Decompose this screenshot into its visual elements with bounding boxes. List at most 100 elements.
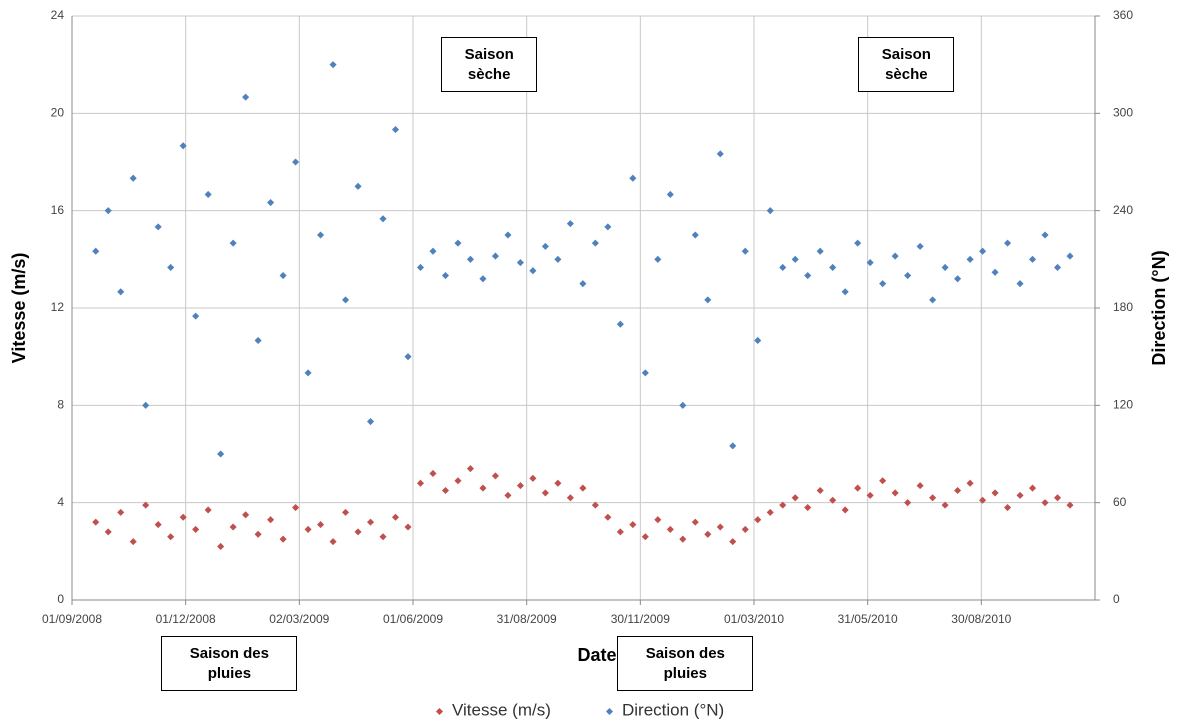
point: [292, 503, 300, 512]
point: [904, 272, 912, 280]
point: [267, 516, 275, 524]
point: [554, 255, 562, 263]
point: [566, 494, 574, 502]
point: [879, 280, 887, 288]
point: [716, 150, 724, 158]
point: [229, 523, 237, 531]
y2-tick-label: 120: [1113, 398, 1133, 412]
point: [92, 518, 100, 526]
point: [729, 442, 737, 450]
point: [691, 518, 699, 526]
point: [866, 259, 874, 267]
x-tick-label: 31/08/2009: [497, 612, 557, 626]
point: [1029, 484, 1037, 492]
point: [92, 247, 100, 255]
point: [754, 336, 762, 344]
point: [854, 239, 862, 247]
point: [242, 93, 250, 101]
point: [416, 263, 425, 271]
point: [1066, 252, 1074, 260]
point: [641, 369, 649, 377]
point: [891, 252, 899, 260]
point: [379, 215, 387, 223]
point: [829, 496, 837, 504]
point: [117, 508, 125, 516]
point: [167, 263, 175, 271]
point: [791, 494, 799, 502]
point: [916, 482, 924, 490]
y2-tick-label: 180: [1113, 300, 1133, 314]
point: [841, 288, 849, 296]
point: [729, 538, 737, 546]
point: [1053, 494, 1062, 502]
point: [229, 239, 237, 247]
legend-marker: [605, 707, 614, 716]
legend-marker: [435, 707, 444, 716]
point: [591, 501, 599, 509]
point: [441, 486, 450, 495]
point: [754, 516, 762, 524]
y-tick-label: 0: [57, 592, 64, 606]
point: [304, 369, 312, 377]
point: [192, 312, 200, 320]
point: [466, 255, 474, 263]
x-tick-label: 02/03/2009: [269, 612, 329, 626]
point: [104, 207, 112, 215]
legend-text: Vitesse (m/s): [452, 700, 551, 719]
point: [267, 199, 275, 207]
y-tick-label: 16: [51, 203, 65, 217]
point: [829, 263, 837, 271]
y-tick-label: 24: [51, 8, 65, 22]
point: [954, 486, 962, 495]
point: [491, 252, 499, 260]
point: [766, 207, 774, 215]
point: [366, 518, 375, 526]
point: [404, 353, 412, 361]
point: [954, 275, 962, 283]
annotation: Saison sèche: [441, 37, 538, 92]
point: [966, 255, 974, 263]
point: [904, 499, 912, 507]
point: [679, 401, 687, 409]
point: [804, 272, 812, 280]
point: [117, 288, 125, 296]
point: [991, 489, 999, 497]
point: [491, 472, 499, 480]
point: [804, 503, 812, 512]
point: [391, 513, 400, 521]
point: [1053, 263, 1062, 271]
point: [929, 494, 937, 502]
point: [966, 479, 974, 487]
point: [704, 296, 712, 304]
point: [854, 484, 862, 492]
point: [866, 491, 874, 499]
point: [529, 267, 537, 275]
point: [516, 482, 524, 490]
point: [466, 465, 474, 473]
point: [979, 496, 987, 504]
point: [1016, 280, 1024, 288]
point: [779, 263, 787, 271]
point: [254, 336, 262, 344]
point: [891, 489, 899, 497]
point: [841, 506, 849, 514]
point: [666, 190, 674, 198]
point: [217, 450, 225, 458]
point: [541, 242, 549, 250]
y2-tick-label: 240: [1113, 203, 1133, 217]
point: [429, 247, 437, 255]
point: [129, 174, 137, 182]
point: [979, 247, 987, 255]
point: [304, 525, 312, 533]
point: [366, 418, 375, 426]
point: [279, 272, 287, 280]
point: [541, 489, 549, 497]
point: [154, 223, 162, 231]
y2-tick-label: 360: [1113, 8, 1133, 22]
point: [454, 477, 462, 485]
point: [217, 542, 225, 551]
y2-axis-title: Direction (°N): [1149, 250, 1169, 365]
point: [179, 513, 187, 521]
point: [242, 511, 250, 519]
